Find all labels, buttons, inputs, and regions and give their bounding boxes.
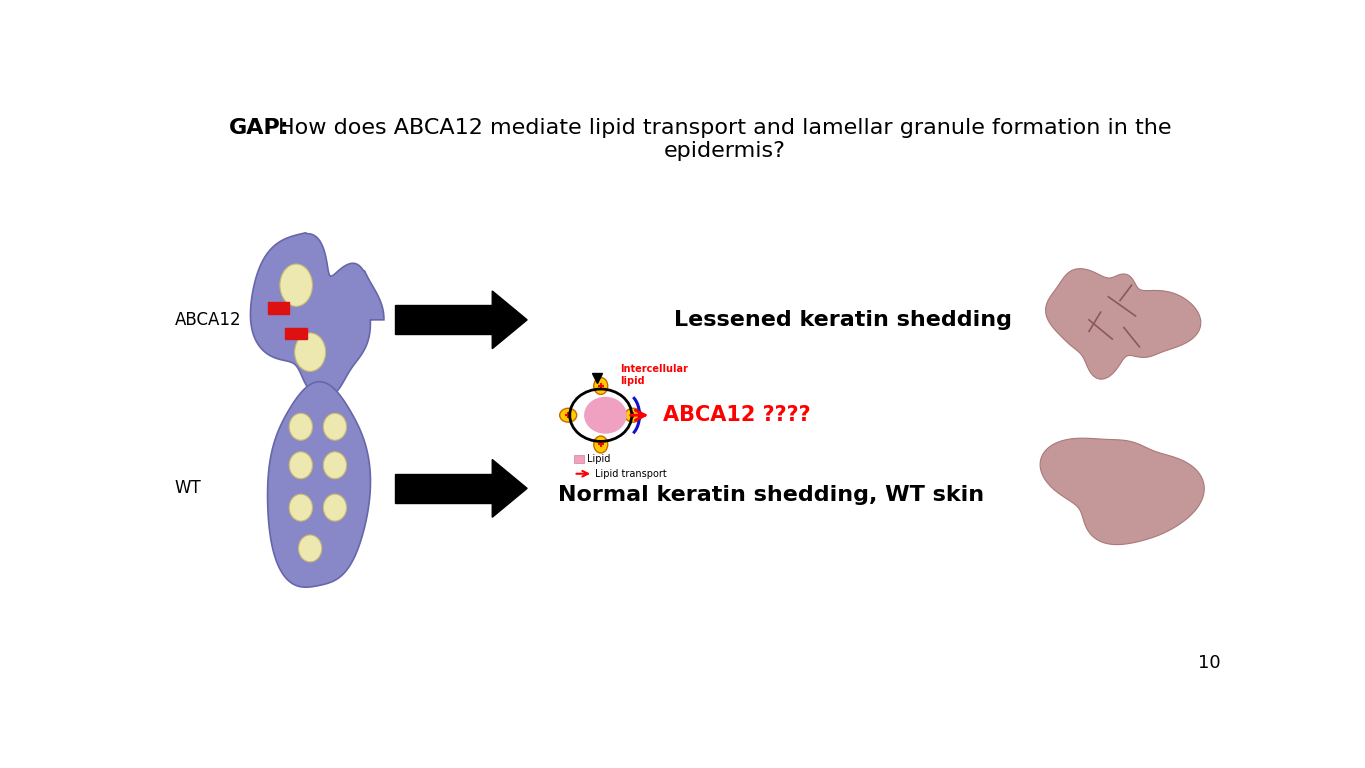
Ellipse shape xyxy=(324,452,347,478)
Text: Lessened keratin shedding: Lessened keratin shedding xyxy=(674,310,1013,329)
Bar xyxy=(285,327,307,339)
Polygon shape xyxy=(493,291,527,349)
Text: Lipid: Lipid xyxy=(587,454,610,464)
Text: 10: 10 xyxy=(1198,654,1220,672)
Polygon shape xyxy=(268,382,370,588)
Ellipse shape xyxy=(625,409,642,422)
Ellipse shape xyxy=(289,494,313,521)
Ellipse shape xyxy=(295,333,326,372)
Text: Intercellular
lipid: Intercellular lipid xyxy=(620,363,688,386)
Text: GAP:: GAP: xyxy=(229,118,289,137)
Text: Normal keratin shedding, WT skin: Normal keratin shedding, WT skin xyxy=(558,485,984,505)
Bar xyxy=(268,302,289,313)
Ellipse shape xyxy=(594,436,607,453)
Ellipse shape xyxy=(289,413,313,440)
Ellipse shape xyxy=(594,378,607,395)
Polygon shape xyxy=(250,233,384,399)
Polygon shape xyxy=(1046,269,1201,379)
Ellipse shape xyxy=(289,452,313,478)
Text: Lipid transport: Lipid transport xyxy=(595,468,667,478)
Ellipse shape xyxy=(324,413,347,440)
Ellipse shape xyxy=(584,397,627,434)
Text: WT: WT xyxy=(175,479,201,498)
Bar xyxy=(396,305,493,334)
Ellipse shape xyxy=(324,494,347,521)
Text: ABCA12 ????: ABCA12 ???? xyxy=(663,406,811,425)
Bar xyxy=(573,455,584,463)
Ellipse shape xyxy=(299,535,322,562)
Polygon shape xyxy=(493,459,527,517)
Polygon shape xyxy=(1040,439,1204,545)
Bar xyxy=(396,474,493,503)
Text: ABCA12: ABCA12 xyxy=(175,311,242,329)
Text: How does ABCA12 mediate lipid transport and lamellar granule formation in the
ep: How does ABCA12 mediate lipid transport … xyxy=(277,118,1171,161)
Ellipse shape xyxy=(280,264,313,306)
Ellipse shape xyxy=(560,409,577,422)
